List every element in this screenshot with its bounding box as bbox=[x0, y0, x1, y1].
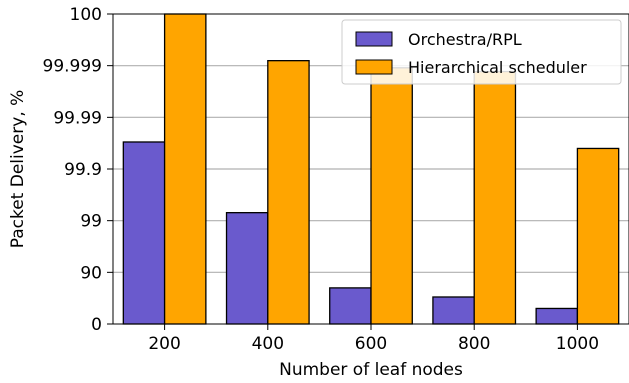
bar-orchestra-600 bbox=[329, 287, 372, 325]
bar-hierarchical-400 bbox=[267, 60, 310, 325]
y-tick-label: 90 bbox=[80, 263, 102, 283]
y-tick-label: 100 bbox=[70, 5, 102, 25]
legend-swatch-hierarchical bbox=[355, 59, 393, 75]
bar-orchestra-400 bbox=[225, 212, 269, 325]
y-tick-label: 99.9 bbox=[64, 160, 102, 180]
legend-label-orchestra: Orchestra/RPL bbox=[408, 30, 522, 49]
bar-hierarchical-200 bbox=[163, 13, 207, 325]
y-tick-label: 99 bbox=[80, 212, 102, 232]
bars-group bbox=[122, 13, 620, 325]
legend-frame bbox=[341, 19, 622, 85]
bar-hierarchical-1000 bbox=[576, 147, 620, 325]
bar-hierarchical-600 bbox=[370, 67, 413, 325]
bar-orchestra-200 bbox=[122, 141, 166, 325]
x-tick-label: 400 bbox=[252, 334, 284, 354]
y-axis-label: Packet Delivery, % bbox=[8, 90, 28, 249]
bar-orchestra-800 bbox=[432, 296, 475, 325]
x-tick-label: 800 bbox=[458, 334, 490, 354]
y-tick-label: 99.999 bbox=[43, 57, 102, 77]
x-axis-label: Number of leaf nodes bbox=[279, 360, 463, 380]
bar-orchestra-1000 bbox=[535, 307, 579, 325]
x-tick-label: 200 bbox=[148, 334, 180, 354]
legend-swatch-orchestra bbox=[355, 31, 393, 47]
legend-label-hierarchical: Hierarchical scheduler bbox=[408, 58, 587, 77]
legend: Orchestra/RPL Hierarchical scheduler bbox=[341, 19, 622, 85]
x-tick-label: 1000 bbox=[556, 334, 599, 354]
y-axis-ticks: 0 90 99 99.9 99.99 99.999 100 bbox=[43, 5, 113, 335]
y-tick-label: 99.99 bbox=[53, 108, 102, 128]
x-tick-label: 600 bbox=[355, 334, 387, 354]
x-axis-ticks: 200 400 600 800 1000 bbox=[148, 324, 599, 354]
y-tick-label: 0 bbox=[91, 315, 102, 335]
bar-hierarchical-800 bbox=[473, 70, 517, 325]
